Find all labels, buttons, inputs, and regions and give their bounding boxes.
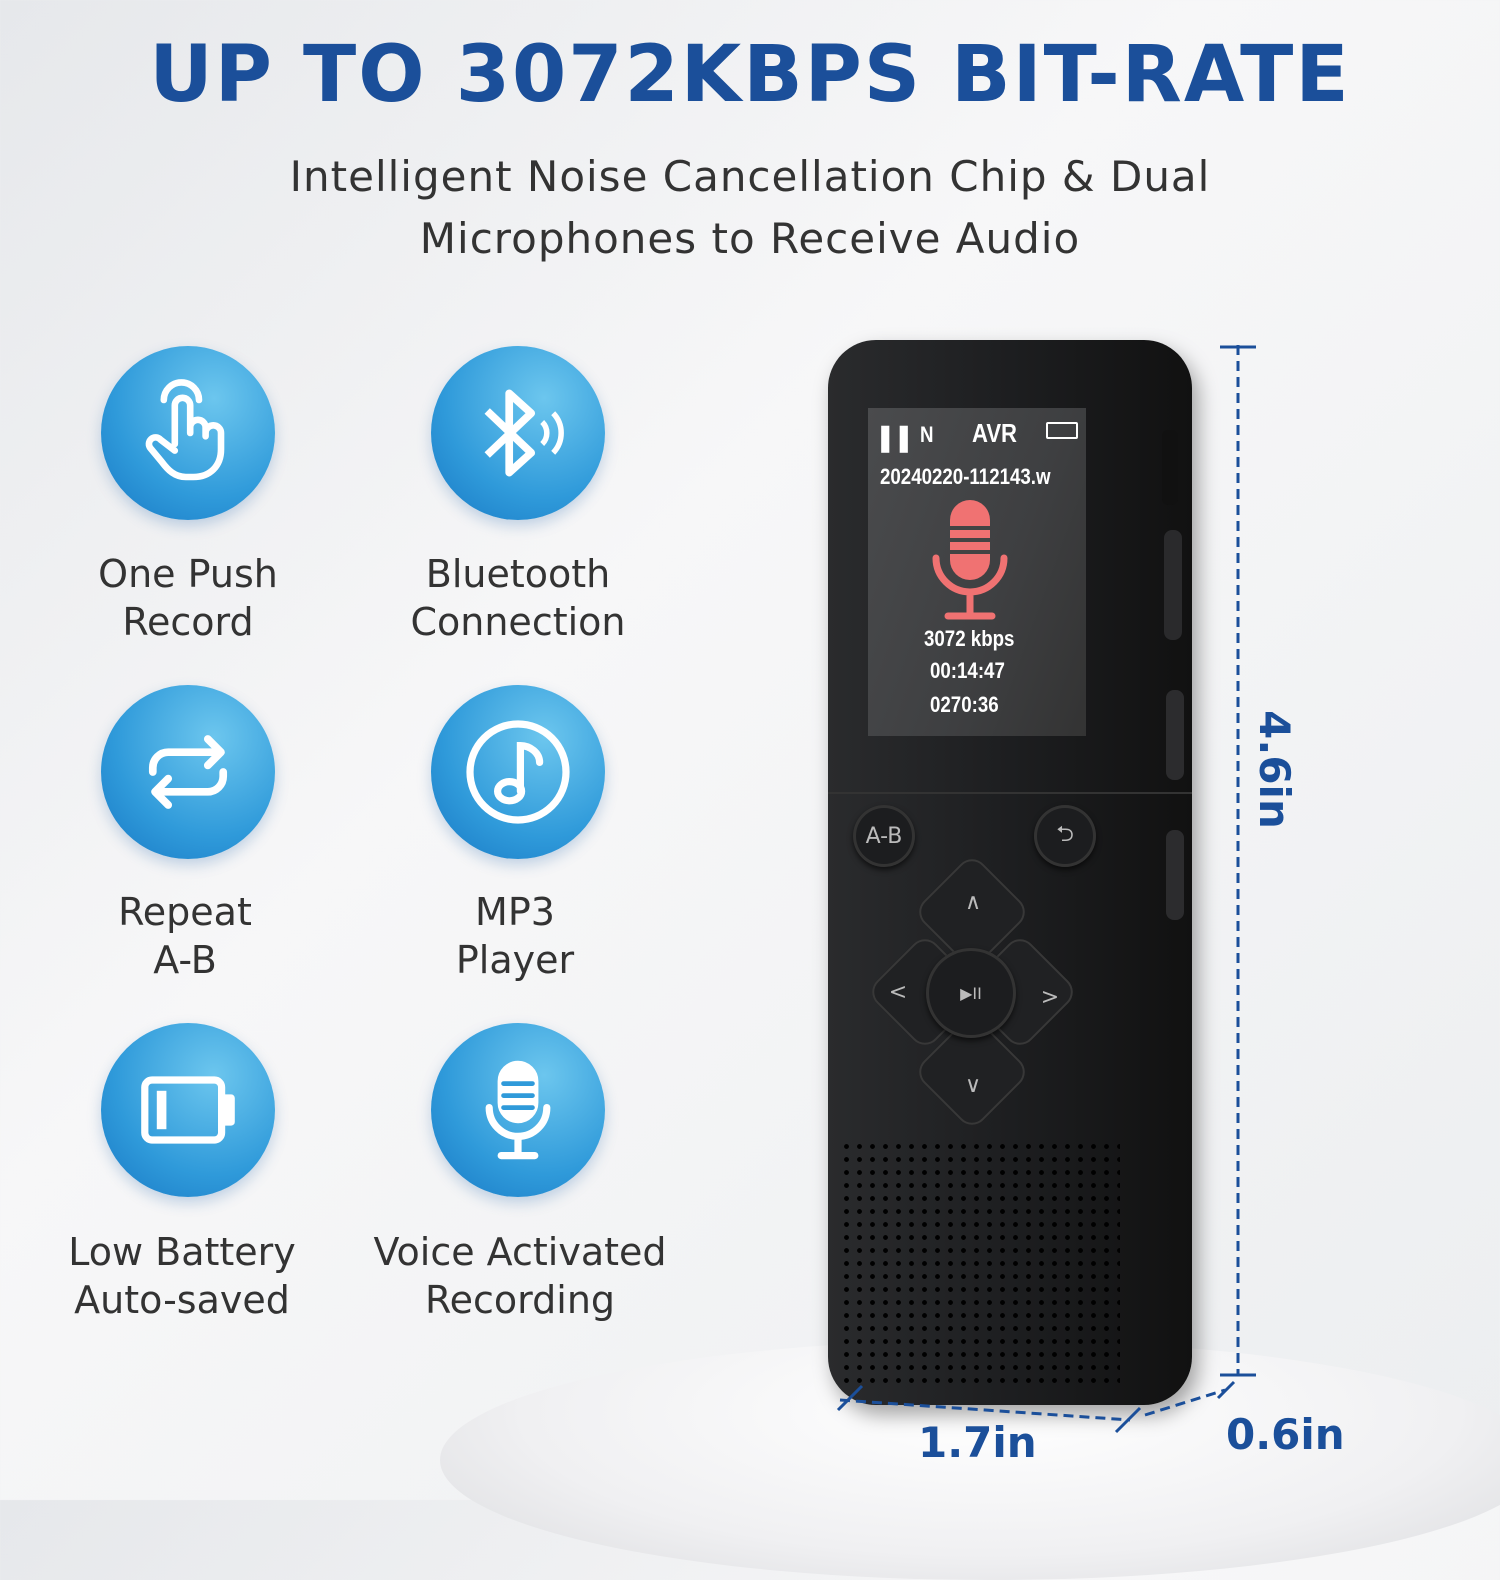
battery-icon [101,1023,275,1197]
headline: UP TO 3072KBPS BIT-RATE [149,30,1351,120]
recording-filename: 20240220-112143.w [880,464,1051,489]
pause-icon: ❚❚ [876,422,914,452]
label-line: Bluetooth [425,552,611,596]
right-arrow-icon: > [1040,985,1060,1010]
height-dimension-label: 4.6in [1249,710,1299,829]
down-arrow-icon: ∨ [964,1073,982,1098]
up-arrow-icon: ∧ [964,890,982,915]
subtitle-line-1: Intelligent Noise Cancellation Chip & Du… [289,152,1211,201]
feature-label-repeat: Repeat A-B [20,888,350,984]
remaining-time: 0270:36 [930,692,999,717]
label-line: Player [455,938,575,982]
label-line: Repeat [118,890,252,934]
feature-label-mp3: MP3 Player [350,888,680,984]
feature-label-one-push-record: One Push Record [23,550,353,646]
dimension-lines [836,345,1256,1434]
record-switch[interactable] [1164,530,1182,640]
label-line: One Push [98,552,278,596]
recording-microphone-icon [932,500,1008,620]
label-line: Record [122,600,254,644]
label-line: Connection [410,600,626,644]
feature-label-bluetooth: Bluetooth Connection [353,550,683,646]
volume-up-button[interactable] [1166,690,1184,780]
speaker-grill [840,1140,1120,1390]
battery-indicator-icon [1046,422,1078,439]
music-note-icon [431,685,605,859]
feature-label-voice-activated: Voice Activated Recording [350,1228,690,1324]
touch-hand-icon [101,346,275,520]
label-line: Voice Activated [373,1230,667,1274]
subtitle-line-2: Microphones to Receive Audio [419,214,1081,263]
repeat-icon [101,685,275,859]
mode-indicator: N [920,422,934,447]
voice-recorder-device: ❚❚ N AVR 20240220-112143.w 3072 kbps 00:… [828,340,1192,1405]
feature-label-low-battery: Low Battery Auto-saved [17,1228,347,1324]
side-slot [1162,430,1178,505]
depth-dimension-label: 0.6in [1226,1410,1345,1459]
device-screen: ❚❚ N AVR 20240220-112143.w 3072 kbps 00:… [868,408,1086,736]
volume-down-button[interactable] [1166,830,1184,920]
play-pause-button[interactable]: ▶II [926,948,1016,1038]
avr-indicator: AVR [972,418,1018,448]
label-line: MP3 [475,890,555,934]
ab-repeat-button[interactable]: A-B [853,805,915,867]
bitrate-readout: 3072 kbps [924,626,1015,651]
elapsed-time: 00:14:47 [930,658,1005,683]
label-line: Auto-saved [74,1278,290,1322]
left-arrow-icon: < [888,980,908,1005]
microphone-icon [431,1023,605,1197]
width-dimension-label: 1.7in [918,1418,1037,1467]
divider [828,792,1192,794]
label-line: Low Battery [68,1230,296,1274]
bluetooth-icon [431,346,605,520]
label-line: Recording [424,1278,616,1322]
label-line: A-B [153,938,217,982]
back-button[interactable]: ⮌ [1034,805,1096,867]
